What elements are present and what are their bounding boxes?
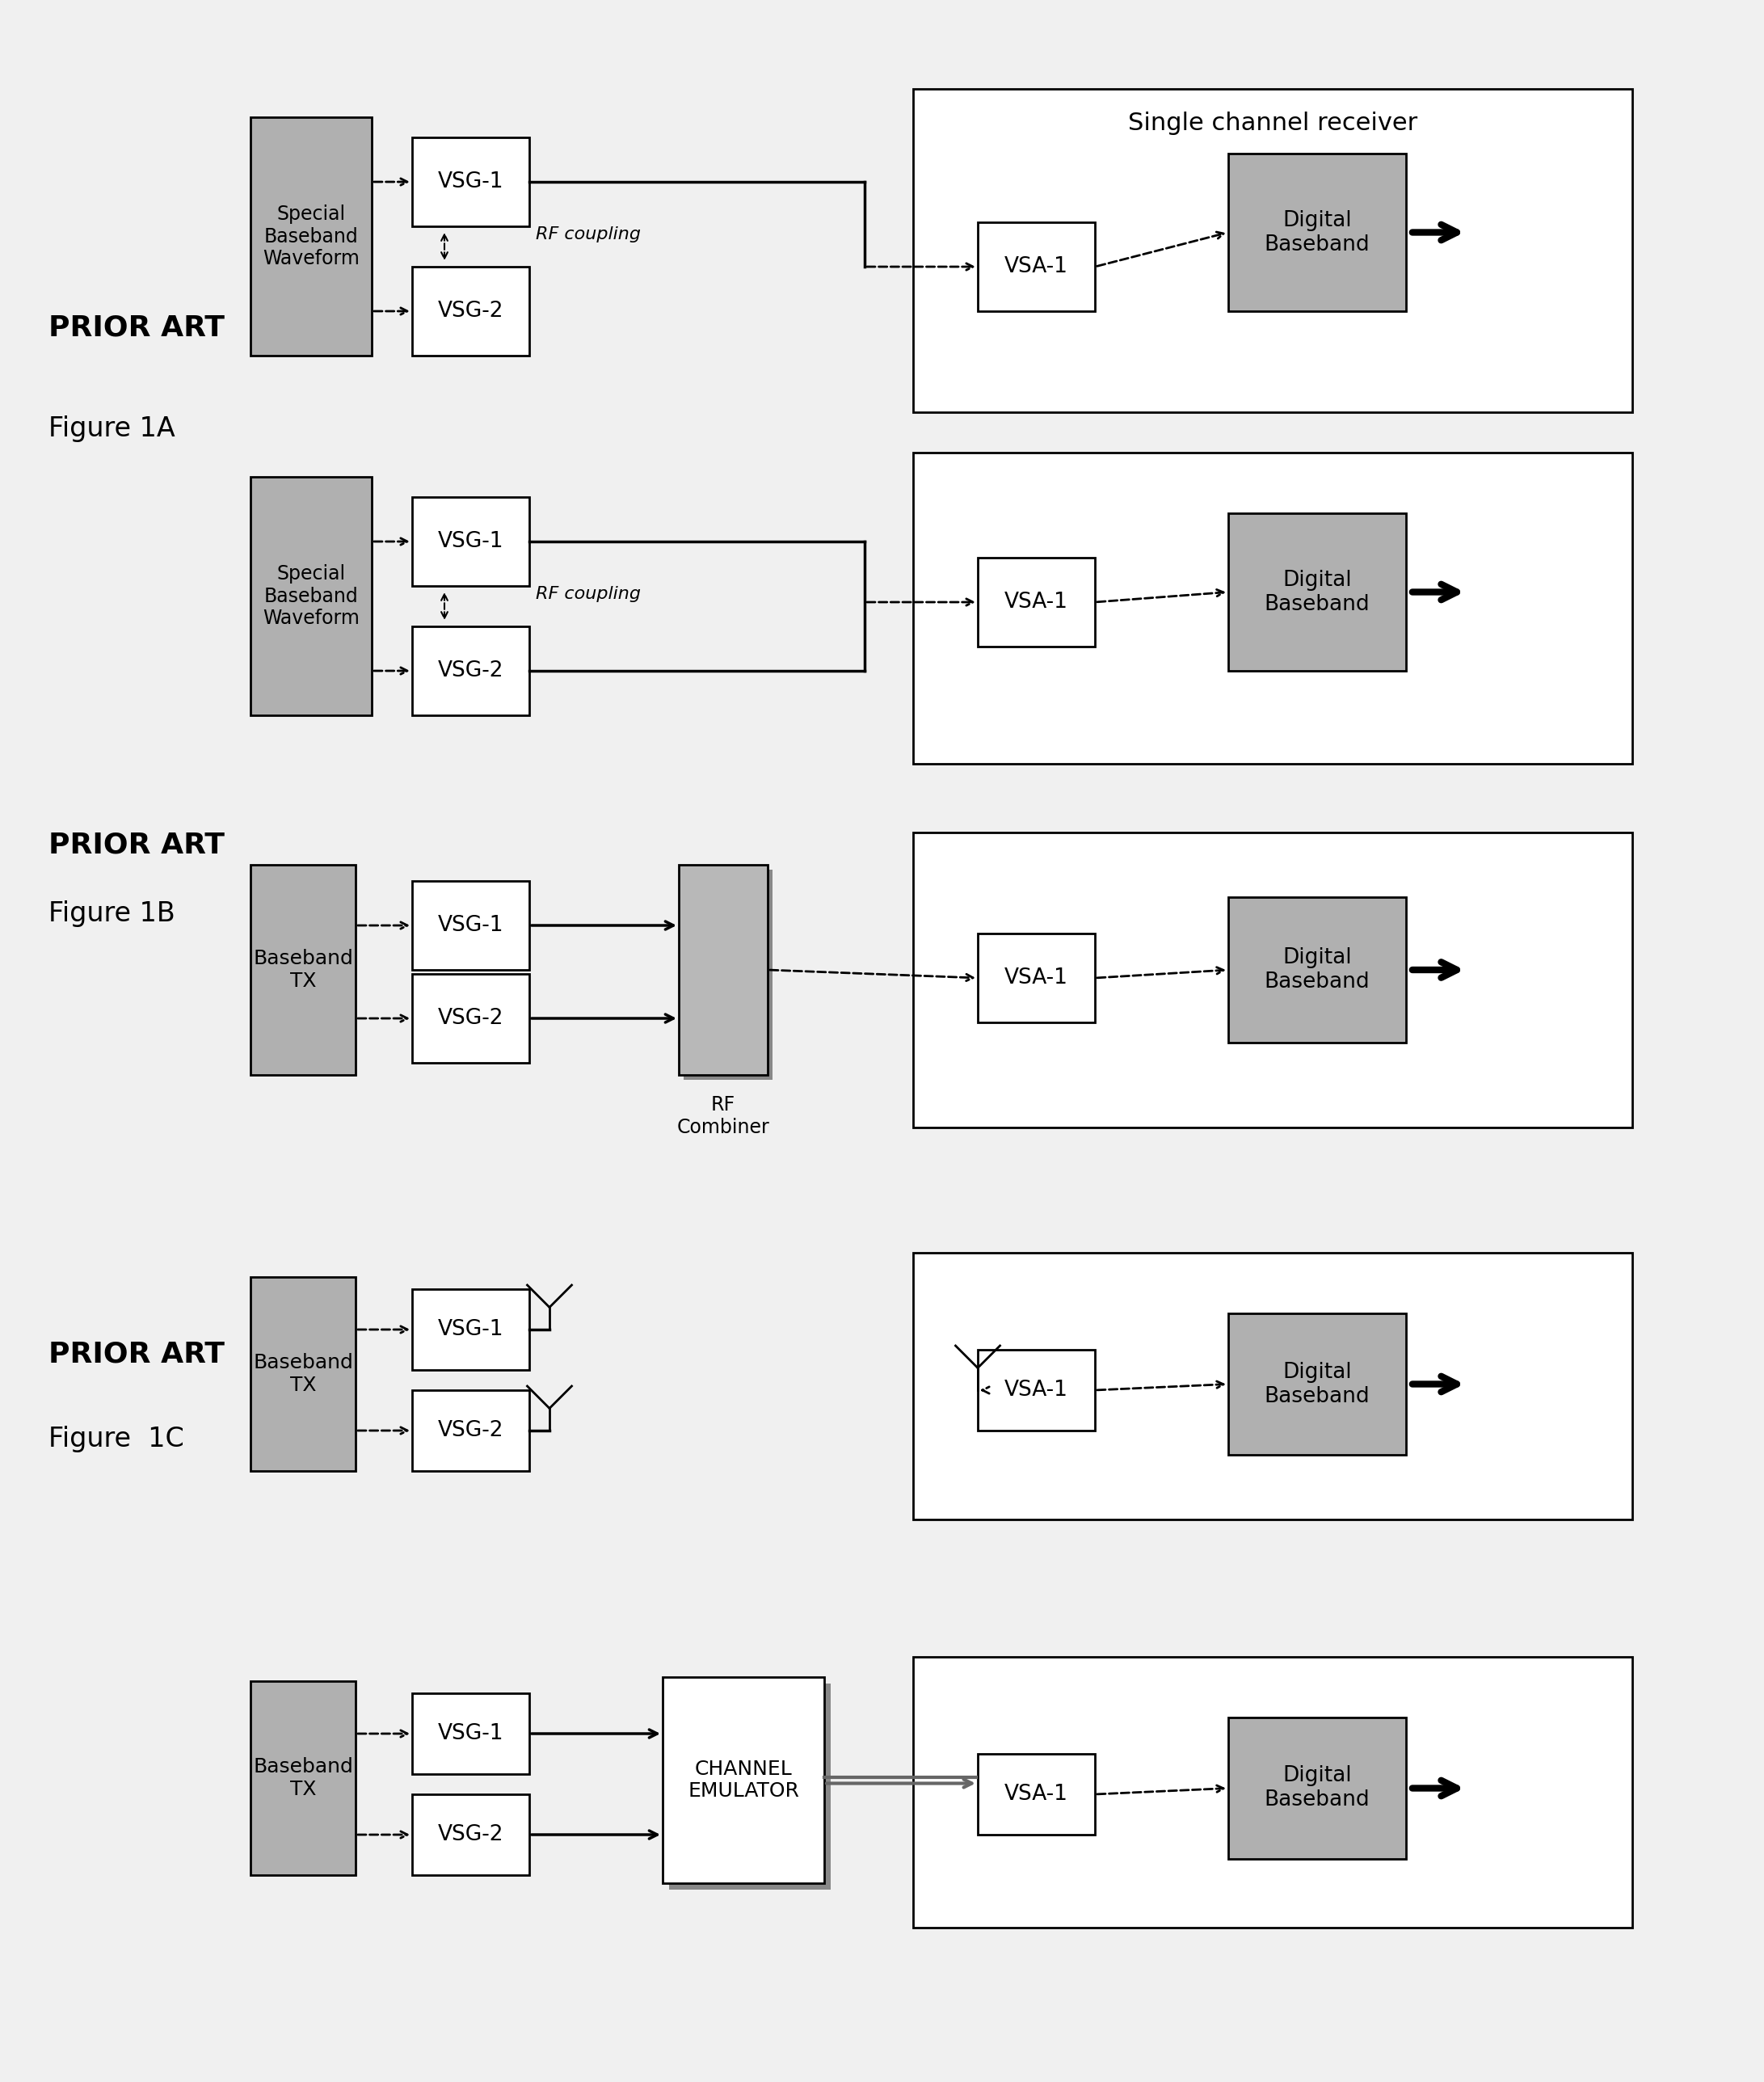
Bar (250, 477, 372, 716)
Text: VSG-1: VSG-1 (437, 1320, 505, 1341)
Bar (1228, 514, 1406, 670)
Bar (1228, 897, 1406, 1043)
Bar (977, 558, 1095, 648)
Text: VSG-1: VSG-1 (437, 531, 505, 552)
Text: Special
Baseband
Waveform: Special Baseband Waveform (263, 204, 360, 269)
Text: VSG-2: VSG-2 (437, 1824, 505, 1845)
Text: RF
Combiner: RF Combiner (677, 1095, 769, 1137)
Bar (977, 1753, 1095, 1834)
Text: Baseband
TX: Baseband TX (252, 949, 353, 991)
Text: PRIOR ART: PRIOR ART (48, 1341, 224, 1368)
Text: VSG-1: VSG-1 (437, 171, 505, 192)
Bar (684, 870, 773, 1081)
Bar (413, 498, 529, 585)
Bar (914, 1657, 1632, 1928)
Text: Baseband
TX: Baseband TX (252, 1757, 353, 1799)
Bar (669, 1684, 831, 1890)
Bar (663, 1678, 824, 1884)
Bar (914, 90, 1632, 412)
Bar (1228, 1718, 1406, 1859)
Text: Figure 1A: Figure 1A (48, 414, 175, 441)
Text: VSA-1: VSA-1 (1004, 591, 1069, 612)
Bar (413, 974, 529, 1062)
Bar (413, 1795, 529, 1876)
Bar (250, 117, 372, 356)
Text: VSA-1: VSA-1 (1004, 968, 1069, 989)
Bar (413, 266, 529, 356)
Text: PRIOR ART: PRIOR ART (48, 831, 224, 858)
Text: VSG-2: VSG-2 (437, 660, 505, 681)
Bar (413, 1693, 529, 1774)
Text: VSG-1: VSG-1 (437, 914, 505, 937)
Text: CHANNEL
EMULATOR: CHANNEL EMULATOR (688, 1759, 799, 1801)
Text: VSA-1: VSA-1 (1004, 256, 1069, 277)
Text: RF coupling: RF coupling (536, 227, 640, 242)
Text: Figure  1C: Figure 1C (48, 1426, 183, 1451)
Text: VSG-2: VSG-2 (437, 1008, 505, 1029)
Bar (250, 864, 356, 1074)
Text: VSG-2: VSG-2 (437, 1420, 505, 1441)
Bar (413, 137, 529, 227)
Text: Digital
Baseband: Digital Baseband (1265, 210, 1371, 254)
Text: VSA-1: VSA-1 (1004, 1784, 1069, 1805)
Bar (413, 1391, 529, 1472)
Text: Digital
Baseband: Digital Baseband (1265, 947, 1371, 993)
Bar (914, 452, 1632, 764)
Text: RF coupling: RF coupling (536, 585, 640, 602)
Text: Single channel receiver: Single channel receiver (1127, 112, 1418, 135)
Bar (250, 1276, 356, 1472)
Bar (679, 864, 767, 1074)
Bar (413, 1289, 529, 1370)
Bar (1228, 154, 1406, 310)
Bar (250, 1680, 356, 1876)
Text: Special
Baseband
Waveform: Special Baseband Waveform (263, 564, 360, 629)
Text: Digital
Baseband: Digital Baseband (1265, 1362, 1371, 1407)
Text: VSG-1: VSG-1 (437, 1724, 505, 1745)
Bar (413, 627, 529, 716)
Text: Figure 1B: Figure 1B (48, 899, 175, 926)
Bar (914, 833, 1632, 1128)
Text: VSG-2: VSG-2 (437, 300, 505, 323)
Bar (977, 1349, 1095, 1430)
Text: VSA-1: VSA-1 (1004, 1380, 1069, 1401)
Text: Digital
Baseband: Digital Baseband (1265, 1766, 1371, 1811)
Bar (977, 933, 1095, 1022)
Bar (977, 223, 1095, 310)
Text: PRIOR ART: PRIOR ART (48, 314, 224, 341)
Bar (1228, 1314, 1406, 1455)
Text: Digital
Baseband: Digital Baseband (1265, 568, 1371, 614)
Bar (413, 881, 529, 970)
Text: Baseband
TX: Baseband TX (252, 1353, 353, 1395)
Bar (914, 1253, 1632, 1520)
